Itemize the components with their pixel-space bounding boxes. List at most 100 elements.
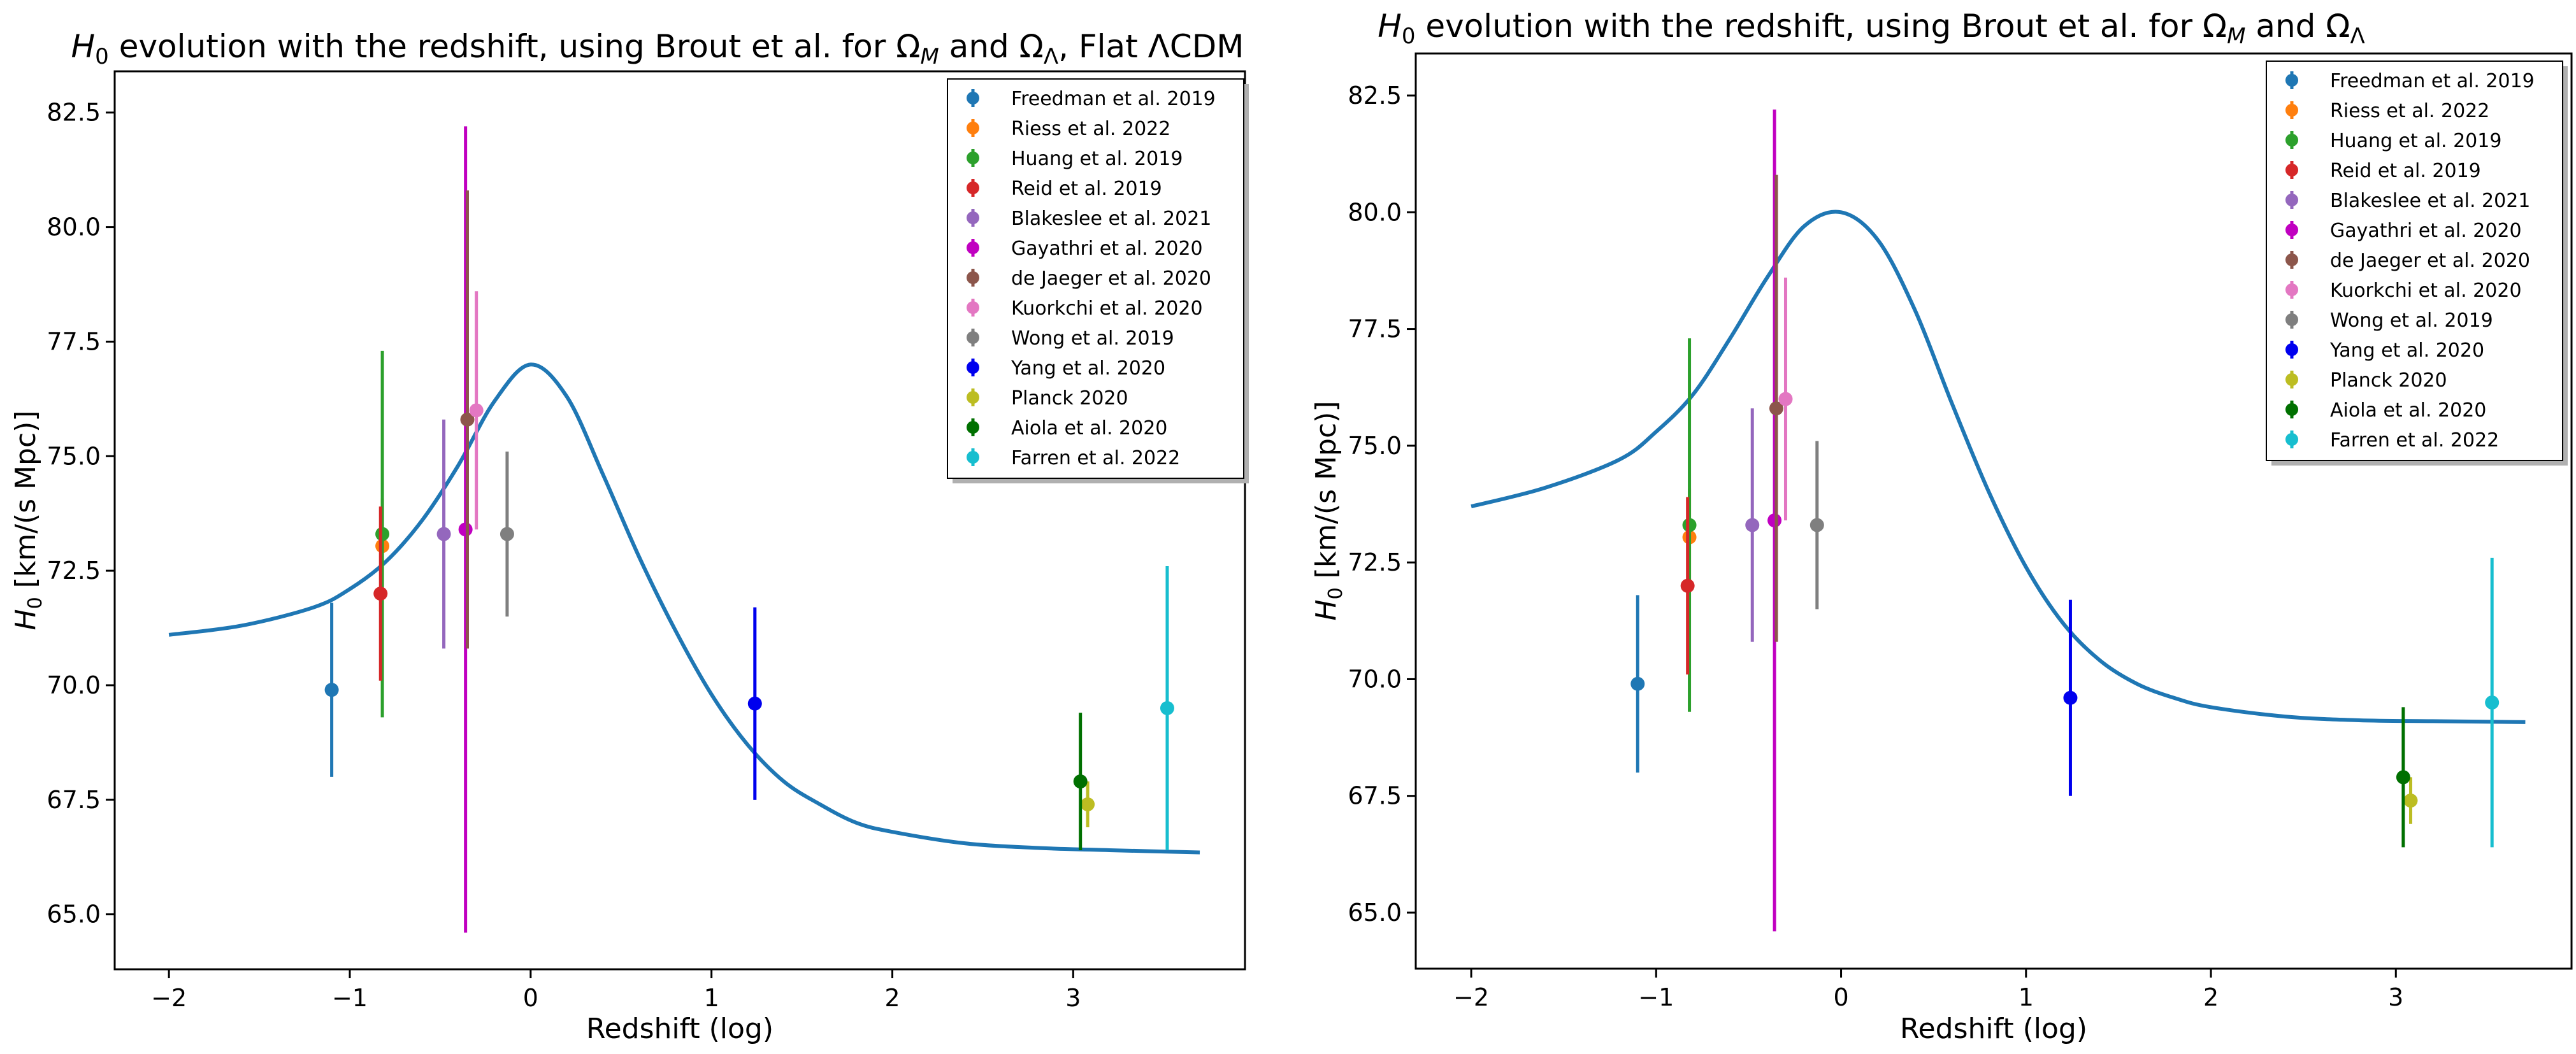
right-y-tick-label: 67.5 bbox=[1348, 782, 1402, 810]
left-chart-panel: H0 evolution with the redshift, using Br… bbox=[10, 28, 1249, 1045]
left-chart-title: H0 evolution with the redshift, using Br… bbox=[71, 28, 1244, 69]
right-legend-swatch-dot bbox=[2285, 74, 2298, 87]
right-x-tick-label: −2 bbox=[1453, 983, 1489, 1011]
left-legend-label: Planck 2020 bbox=[1011, 387, 1128, 409]
right-legend-label: Riess et al. 2022 bbox=[2330, 100, 2489, 122]
right-x-tick-label: 1 bbox=[2018, 983, 2034, 1011]
left-legend-label: Wong et al. 2019 bbox=[1011, 327, 1174, 350]
left-legend-swatch-dot bbox=[967, 391, 979, 404]
right-legend-label: Freedman et al. 2019 bbox=[2330, 70, 2535, 92]
left-x-tick-label: −2 bbox=[151, 984, 187, 1012]
left-legend-label: Aiola et al. 2020 bbox=[1011, 417, 1167, 439]
right-data-point bbox=[2063, 690, 2078, 705]
right-x-axis-label: Redshift (log) bbox=[1900, 1013, 2087, 1045]
left-x-tick-label: 0 bbox=[523, 984, 538, 1012]
left-data-point bbox=[460, 412, 475, 427]
right-y-tick-label: 75.0 bbox=[1348, 432, 1402, 460]
left-legend-label: Reid et al. 2019 bbox=[1011, 178, 1162, 200]
left-y-tick-label: 72.5 bbox=[47, 557, 101, 585]
right-y-tick-label: 70.0 bbox=[1348, 665, 1402, 693]
right-x-tick-label: −1 bbox=[1638, 983, 1674, 1011]
right-legend: Freedman et al. 2019 Riess et al. 2022 Hua… bbox=[2266, 61, 2568, 466]
left-data-point bbox=[324, 683, 339, 697]
right-y-tick-label: 72.5 bbox=[1348, 548, 1402, 576]
left-x-tick-label: 2 bbox=[884, 984, 900, 1012]
right-legend-label: Reid et al. 2019 bbox=[2330, 160, 2481, 182]
right-data-point bbox=[1778, 392, 1793, 406]
right-legend-swatch-dot bbox=[2285, 134, 2298, 146]
right-data-point bbox=[1682, 518, 1697, 532]
right-plot-area bbox=[1414, 52, 2573, 970]
right-y-tick-label: 65.0 bbox=[1348, 899, 1402, 927]
right-legend-swatch-dot bbox=[2285, 164, 2298, 176]
left-data-point bbox=[1073, 774, 1088, 789]
right-legend-label: Huang et al. 2019 bbox=[2330, 130, 2501, 152]
left-data-point bbox=[747, 696, 762, 711]
right-legend-swatch-dot bbox=[2285, 253, 2298, 266]
left-data-point bbox=[375, 527, 390, 541]
left-x-tick-label: 1 bbox=[704, 984, 719, 1012]
left-x-tick-label: 3 bbox=[1065, 984, 1081, 1012]
right-legend-swatch-dot bbox=[2285, 343, 2298, 356]
right-model-curve bbox=[1471, 210, 2526, 724]
left-data-point bbox=[373, 587, 388, 601]
left-legend-label: Yang et al. 2020 bbox=[1011, 357, 1165, 380]
right-data-point bbox=[2403, 794, 2418, 808]
left-legend-swatch-dot bbox=[967, 182, 979, 194]
left-data-point bbox=[1081, 797, 1095, 812]
left-legend-swatch-dot bbox=[967, 241, 979, 254]
left-legend-label: Gayathri et al. 2020 bbox=[1011, 238, 1203, 260]
right-axes-ticks: −2 −1 0 1 2 3 65.0 67.5 70.0 72.5 75.0 77.5 80.0 82.5 bbox=[1348, 82, 2403, 1011]
left-y-tick-label: 75.0 bbox=[47, 442, 101, 470]
left-legend-label: Farren et al. 2022 bbox=[1011, 447, 1180, 469]
left-data-point bbox=[436, 527, 451, 541]
left-x-axis-label: Redshift (log) bbox=[586, 1013, 774, 1045]
right-data-point bbox=[2485, 695, 2500, 710]
right-legend-label: Yang et al. 2020 bbox=[2329, 339, 2484, 362]
left-y-tick-label: 77.5 bbox=[47, 327, 101, 355]
left-legend-label: Freedman et al. 2019 bbox=[1011, 88, 1216, 110]
left-legend-label: Riess et al. 2022 bbox=[1011, 118, 1170, 140]
right-legend-swatch-dot bbox=[2285, 373, 2298, 386]
right-data-point bbox=[1680, 578, 1695, 593]
right-legend-label: Blakeslee et al. 2021 bbox=[2330, 190, 2530, 212]
right-legend-box bbox=[2266, 61, 2563, 461]
left-legend-label: Huang et al. 2019 bbox=[1011, 148, 1183, 170]
left-legend-label: Kuorkchi et al. 2020 bbox=[1011, 297, 1203, 320]
left-data-point bbox=[500, 527, 514, 541]
right-x-tick-label: 2 bbox=[2203, 983, 2219, 1011]
right-y-tick-label: 80.0 bbox=[1348, 198, 1402, 226]
left-plot-area bbox=[113, 70, 1246, 971]
left-legend-swatch-dot bbox=[967, 331, 979, 344]
right-legend-swatch-dot bbox=[2285, 433, 2298, 446]
left-data-point bbox=[469, 403, 484, 418]
right-model-curve-group bbox=[1471, 210, 2526, 724]
right-data-point bbox=[1810, 518, 1824, 532]
right-legend-label: Aiola et al. 2020 bbox=[2330, 399, 2486, 422]
right-legend-label: Wong et al. 2019 bbox=[2330, 310, 2493, 332]
left-legend-swatch-dot bbox=[967, 122, 979, 134]
left-legend: Freedman et al. 2019 Riess et al. 2022 Hua… bbox=[947, 78, 1249, 483]
right-data-point bbox=[1630, 676, 1645, 691]
right-legend-label: de Jaeger et al. 2020 bbox=[2330, 250, 2530, 272]
left-y-tick-label: 70.0 bbox=[47, 671, 101, 699]
left-legend-box bbox=[947, 78, 1244, 479]
right-legend-swatch-dot bbox=[2285, 224, 2298, 236]
left-legend-label: de Jaeger et al. 2020 bbox=[1011, 267, 1211, 290]
left-legend-swatch-dot bbox=[967, 211, 979, 224]
left-legend-swatch-dot bbox=[967, 301, 979, 314]
right-legend-swatch-dot bbox=[2285, 283, 2298, 296]
right-legend-swatch-dot bbox=[2285, 194, 2298, 206]
right-legend-swatch-dot bbox=[2285, 403, 2298, 416]
left-legend-label: Blakeslee et al. 2021 bbox=[1011, 208, 1211, 230]
right-legend-label: Farren et al. 2022 bbox=[2330, 429, 2499, 452]
left-legend-swatch-dot bbox=[967, 451, 979, 464]
left-legend-swatch-dot bbox=[967, 361, 979, 374]
right-chart-panel: H0 evolution with the redshift, using Br… bbox=[1310, 8, 2573, 1045]
right-legend-swatch-dot bbox=[2285, 104, 2298, 117]
right-y-axis-label: H0 [km/(s Mpc)] bbox=[1310, 401, 1347, 620]
right-legend-label: Kuorkchi et al. 2020 bbox=[2330, 280, 2522, 302]
right-chart-title: H0 evolution with the redshift, using Br… bbox=[1378, 8, 2365, 49]
right-legend-label: Gayathri et al. 2020 bbox=[2330, 220, 2522, 242]
